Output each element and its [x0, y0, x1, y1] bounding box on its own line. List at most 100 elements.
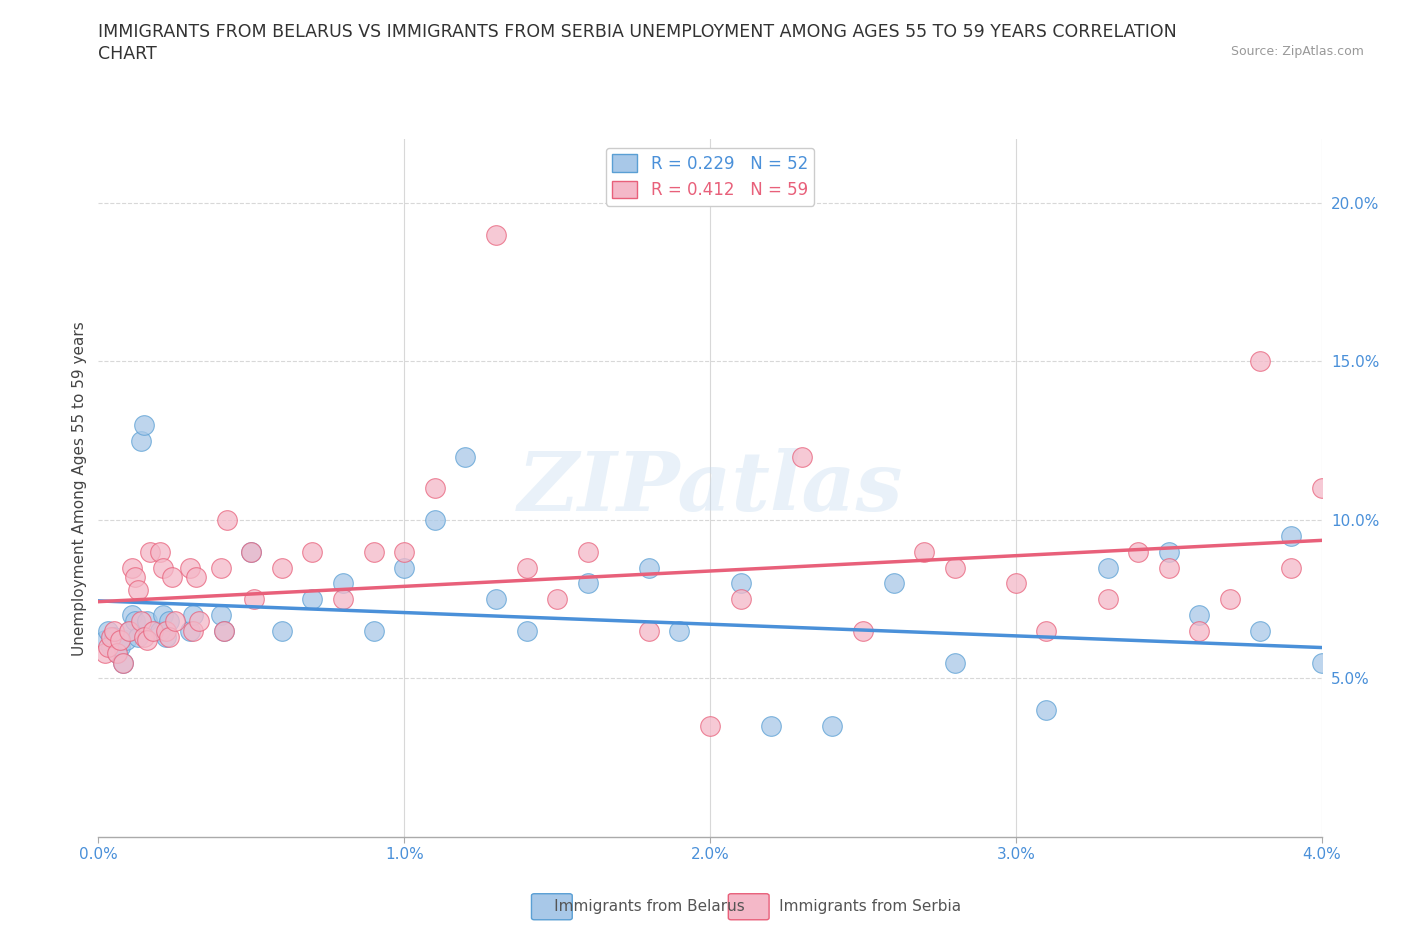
- Point: [121, 560, 143, 575]
- Point: [97, 639, 120, 654]
- Point: [97, 623, 120, 638]
- Point: [1188, 623, 1211, 638]
- Point: [163, 614, 186, 629]
- Point: [943, 655, 966, 670]
- Point: [392, 560, 416, 575]
- Point: [1004, 576, 1026, 591]
- Point: [93, 633, 115, 648]
- Y-axis label: Unemployment Among Ages 55 to 59 years: Unemployment Among Ages 55 to 59 years: [72, 321, 87, 656]
- Point: [301, 591, 323, 606]
- Point: [93, 645, 115, 660]
- Point: [157, 630, 180, 644]
- Text: Immigrants from Belarus: Immigrants from Belarus: [520, 899, 745, 914]
- Point: [124, 569, 146, 584]
- Point: [363, 544, 385, 559]
- Point: [576, 544, 599, 559]
- Point: [1402, 687, 1406, 702]
- Point: [1188, 607, 1211, 622]
- Point: [637, 560, 661, 575]
- Point: [152, 607, 174, 622]
- Point: [637, 623, 661, 638]
- Point: [392, 544, 416, 559]
- Point: [134, 418, 156, 432]
- Point: [790, 449, 813, 464]
- Point: [124, 614, 146, 629]
- Point: [516, 623, 538, 638]
- Point: [100, 630, 122, 644]
- Point: [240, 544, 263, 559]
- Point: [1128, 544, 1150, 559]
- Point: [759, 719, 782, 734]
- Point: [129, 614, 152, 629]
- Point: [1341, 735, 1364, 750]
- Point: [699, 719, 721, 734]
- Point: [240, 544, 263, 559]
- Point: [127, 582, 149, 597]
- Point: [332, 576, 354, 591]
- Point: [179, 560, 201, 575]
- FancyBboxPatch shape: [531, 894, 572, 920]
- Point: [1249, 623, 1271, 638]
- Point: [155, 623, 177, 638]
- Point: [485, 591, 508, 606]
- Point: [1310, 655, 1333, 670]
- Point: [270, 560, 294, 575]
- Point: [111, 655, 134, 670]
- Point: [105, 645, 128, 660]
- Point: [152, 560, 174, 575]
- Point: [270, 623, 294, 638]
- Text: Source: ZipAtlas.com: Source: ZipAtlas.com: [1230, 45, 1364, 58]
- Point: [1097, 591, 1119, 606]
- Point: [363, 623, 385, 638]
- Point: [1279, 560, 1302, 575]
- Point: [149, 623, 172, 638]
- Point: [1310, 481, 1333, 496]
- Text: Immigrants from Serbia: Immigrants from Serbia: [745, 899, 962, 914]
- Point: [139, 544, 162, 559]
- Point: [1035, 623, 1057, 638]
- Point: [100, 639, 122, 654]
- Point: [516, 560, 538, 575]
- Point: [115, 633, 138, 648]
- Point: [181, 607, 204, 622]
- Point: [108, 633, 131, 648]
- Point: [186, 569, 208, 584]
- Point: [160, 569, 183, 584]
- Point: [209, 560, 232, 575]
- Point: [852, 623, 875, 638]
- Point: [103, 623, 125, 638]
- Point: [243, 591, 266, 606]
- Point: [730, 591, 752, 606]
- Point: [142, 623, 165, 638]
- Point: [136, 633, 159, 648]
- Text: IMMIGRANTS FROM BELARUS VS IMMIGRANTS FROM SERBIA UNEMPLOYMENT AMONG AGES 55 TO : IMMIGRANTS FROM BELARUS VS IMMIGRANTS FR…: [98, 23, 1177, 41]
- Point: [668, 623, 690, 638]
- Point: [1219, 591, 1241, 606]
- Point: [209, 607, 232, 622]
- Text: CHART: CHART: [98, 45, 157, 62]
- Point: [108, 639, 131, 654]
- Point: [912, 544, 935, 559]
- Point: [111, 655, 134, 670]
- Point: [118, 623, 141, 638]
- Point: [1341, 544, 1364, 559]
- Point: [1279, 528, 1302, 543]
- Point: [1035, 703, 1057, 718]
- Point: [129, 433, 152, 448]
- Point: [1097, 560, 1119, 575]
- FancyBboxPatch shape: [728, 894, 769, 920]
- Point: [157, 614, 180, 629]
- Point: [943, 560, 966, 575]
- Point: [423, 481, 446, 496]
- Point: [134, 630, 156, 644]
- Point: [212, 623, 235, 638]
- Point: [212, 623, 235, 638]
- Point: [301, 544, 323, 559]
- Point: [1157, 544, 1180, 559]
- Point: [105, 645, 128, 660]
- Point: [332, 591, 354, 606]
- Point: [730, 576, 752, 591]
- Point: [215, 512, 238, 527]
- Text: ZIPatlas: ZIPatlas: [517, 448, 903, 528]
- Point: [821, 719, 844, 734]
